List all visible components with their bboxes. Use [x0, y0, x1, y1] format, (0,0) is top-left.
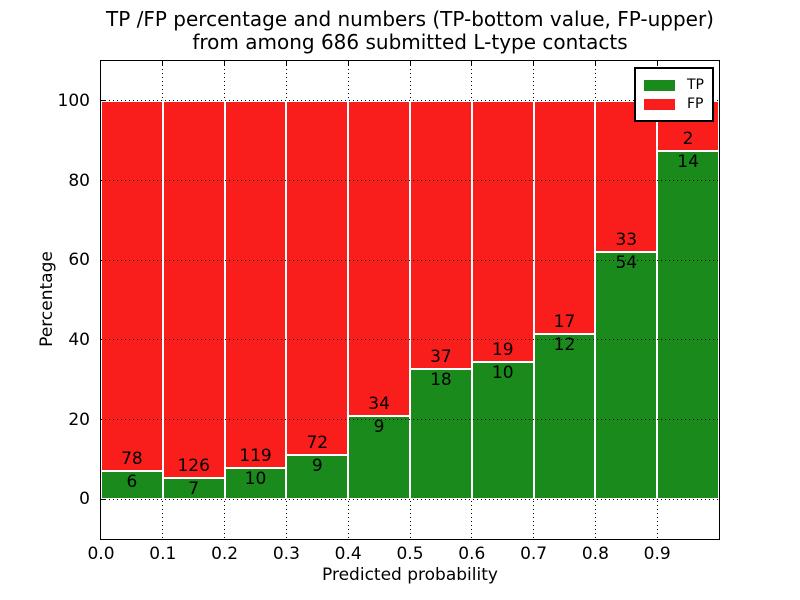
bar-segment-fp — [101, 100, 163, 471]
tp-count-label: 12 — [553, 335, 576, 356]
tp-count-label: 7 — [188, 479, 200, 500]
bar-segment-fp — [595, 100, 658, 252]
x-tick-label: 0.4 — [334, 544, 362, 564]
fp-count-label: 126 — [177, 456, 210, 477]
bar-segment-tp — [471, 361, 534, 500]
y-tick-label: 20 — [68, 409, 90, 430]
x-tick-mark-top — [409, 61, 411, 65]
fp-count-label: 78 — [121, 448, 143, 469]
horizontal-gridline — [101, 498, 719, 500]
legend: TP FP — [634, 67, 714, 122]
fp-count-label: 37 — [430, 346, 452, 367]
x-axis-label: Predicted probability — [322, 565, 498, 585]
bar-segment-fp — [348, 100, 410, 416]
plot-area: 78 6 126 7 119 10 72 9 34 9 37 18 19 10 17 12 33 54 2 14 TP F… — [100, 60, 720, 540]
tp-count-label: 10 — [244, 469, 267, 490]
y-tick-label: 100 — [57, 90, 90, 111]
tp-count-label: 9 — [373, 416, 385, 437]
legend-swatch-fp — [644, 98, 675, 110]
chart-title: TP /FP percentage and numbers (TP-bottom… — [100, 8, 720, 54]
horizontal-gridline — [101, 180, 719, 181]
legend-row: TP — [644, 77, 704, 93]
horizontal-gridline — [101, 419, 719, 420]
chart-title-line2: from among 686 submitted L-type contacts — [192, 30, 628, 54]
y-tick-label: 80 — [68, 170, 90, 191]
y-tick-label: 40 — [68, 329, 90, 350]
x-tick-mark-top — [594, 61, 596, 65]
legend-label-tp: TP — [687, 77, 704, 93]
y-tick-label: 60 — [68, 250, 90, 271]
tp-count-label: 14 — [677, 151, 699, 172]
bar-segment-tp — [101, 470, 163, 500]
legend-row: FP — [644, 96, 704, 112]
x-tick-label: 0.7 — [520, 544, 548, 564]
bar-segment-fp — [224, 100, 287, 469]
x-tick-label: 0.1 — [149, 544, 177, 564]
x-tick-mark-top — [224, 61, 226, 65]
bar-segment-tp — [657, 150, 719, 500]
x-tick-mark-top — [471, 61, 473, 65]
bar-segment-tp — [286, 454, 349, 500]
x-tick-label: 0.5 — [396, 544, 424, 564]
bar-segment-fp — [410, 100, 472, 369]
tp-count-label: 18 — [430, 369, 452, 390]
bar-segment-tp — [533, 334, 596, 500]
bar-segment-tp — [224, 468, 287, 500]
x-tick-label: 0.8 — [581, 544, 609, 564]
horizontal-gridline — [101, 100, 719, 102]
bar-segment-tp — [595, 251, 658, 500]
fp-count-label: 2 — [682, 128, 694, 149]
bar-segment-tp — [410, 368, 472, 500]
x-tick-mark-top — [162, 61, 164, 65]
horizontal-gridline — [101, 259, 719, 261]
legend-label-fp: FP — [687, 96, 704, 112]
x-tick-label: 0.0 — [87, 544, 115, 564]
fp-count-label: 33 — [615, 229, 638, 250]
bar-segment-fp — [286, 100, 349, 455]
bar-segment-fp — [471, 100, 534, 362]
tp-count-label: 10 — [491, 362, 514, 383]
x-tick-mark-top — [656, 61, 658, 65]
tp-count-label: 54 — [615, 252, 638, 273]
chart-title-line1: TP /FP percentage and numbers (TP-bottom… — [106, 7, 714, 31]
x-tick-label: 0.6 — [458, 544, 486, 564]
x-tick-mark-top — [347, 61, 349, 65]
bar-segment-fp — [533, 100, 596, 335]
horizontal-gridline — [101, 339, 719, 341]
legend-swatch-tp — [644, 79, 675, 91]
tp-count-label: 9 — [311, 455, 323, 476]
fp-count-label: 119 — [239, 446, 272, 467]
y-tick-label: 0 — [79, 489, 90, 510]
bar-segment-tp — [348, 415, 410, 500]
bar-segment-fp — [162, 100, 225, 479]
tp-count-label: 6 — [126, 471, 138, 492]
fp-count-label: 19 — [491, 339, 514, 360]
x-tick-label: 0.2 — [211, 544, 239, 564]
x-tick-mark-top — [285, 61, 287, 65]
x-tick-label: 0.9 — [643, 544, 671, 564]
fp-count-label: 72 — [306, 432, 329, 453]
x-tick-label: 0.3 — [272, 544, 300, 564]
bar-segment-tp — [162, 478, 225, 500]
fp-count-label: 17 — [553, 312, 576, 333]
fp-count-label: 34 — [368, 393, 390, 414]
x-tick-mark-top — [533, 61, 535, 65]
